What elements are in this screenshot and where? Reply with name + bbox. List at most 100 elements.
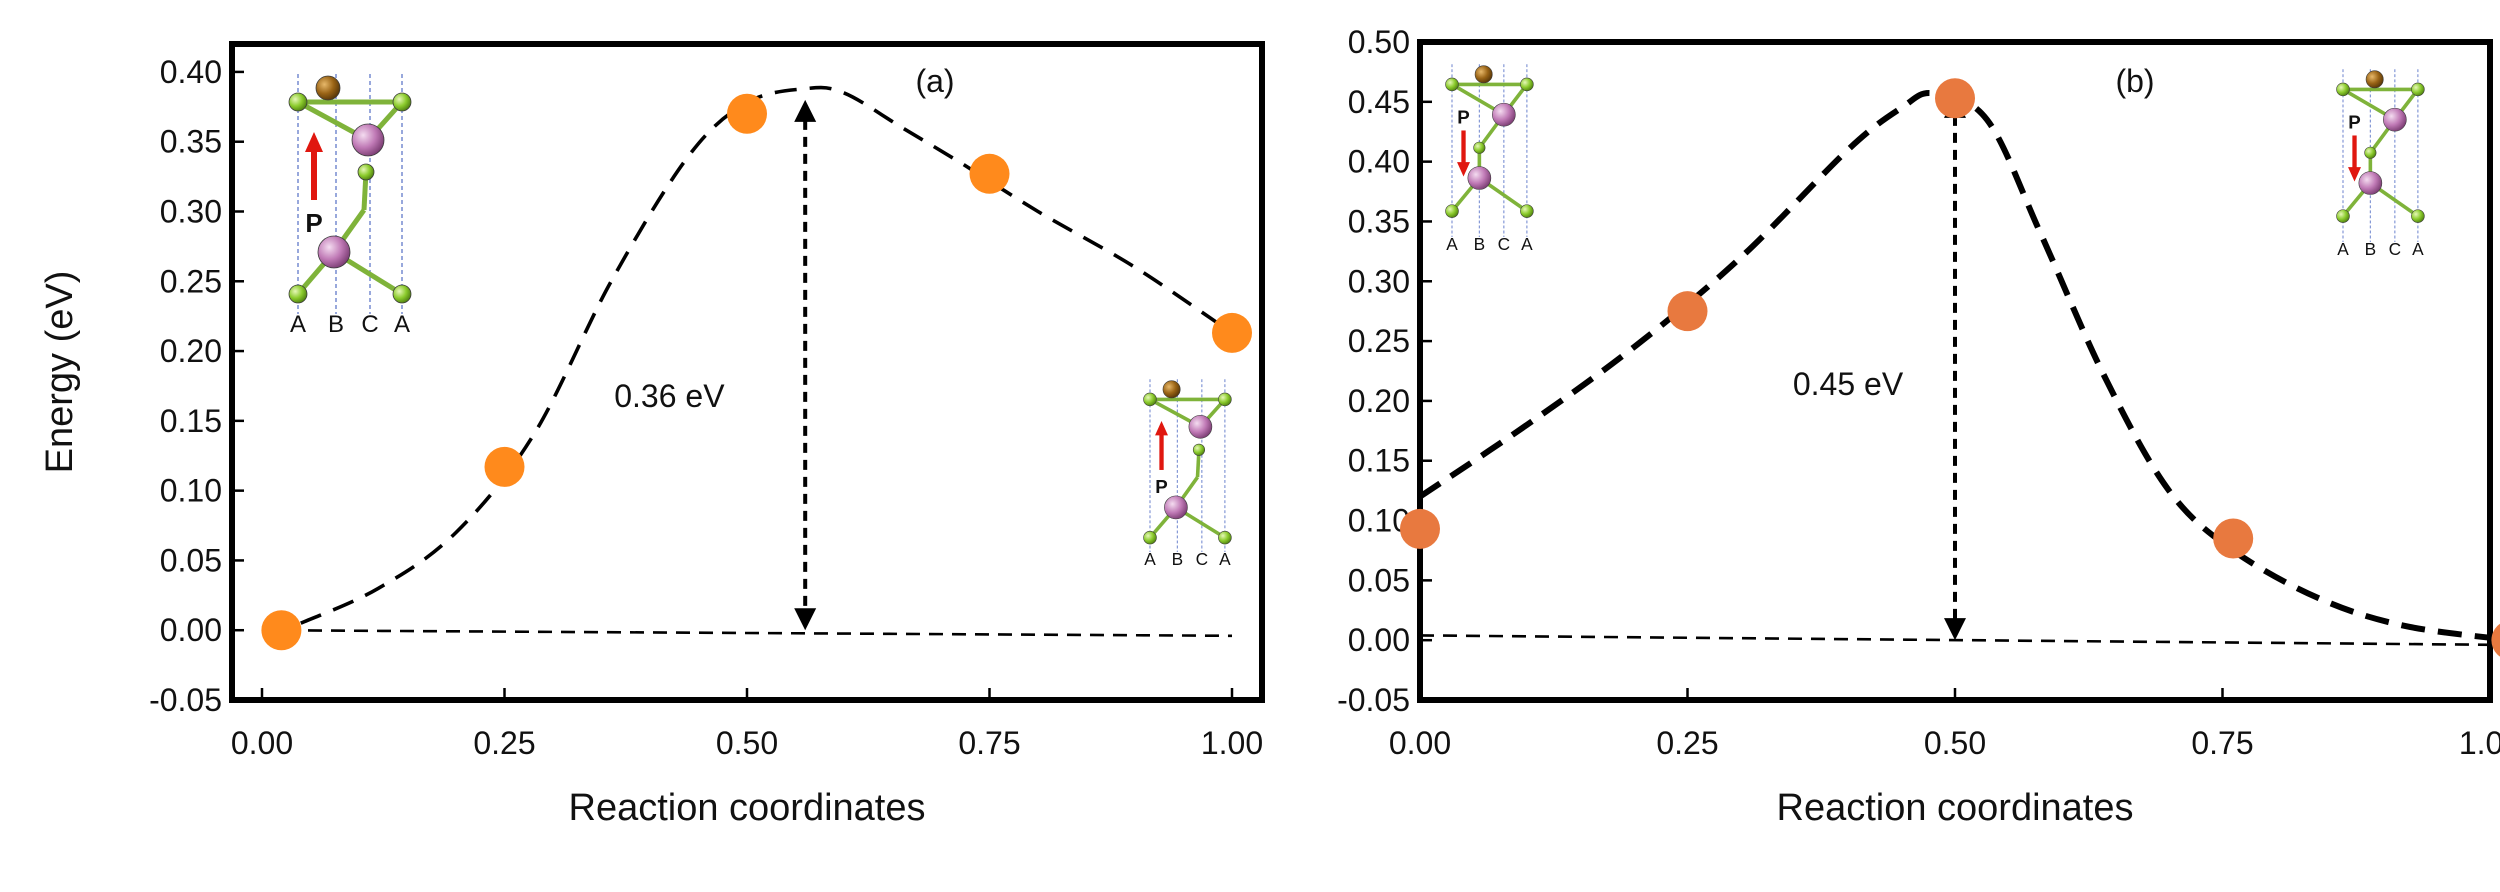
energy-curve <box>1418 90 2500 642</box>
metal-atom <box>2358 171 2383 195</box>
y-tick-label: 0.25 <box>160 263 222 299</box>
y-tick-label: 0.40 <box>160 54 222 90</box>
stacking-label: A <box>2412 239 2424 259</box>
stacking-label: A <box>290 311 306 338</box>
y-tick-label: 0.35 <box>160 124 222 160</box>
polarization-label: P <box>2348 111 2360 132</box>
y-tick-label: 0.35 <box>1348 203 1410 239</box>
y-tick-label: 0.10 <box>160 473 222 509</box>
metal-atom <box>317 235 351 269</box>
chalcogen-atom <box>2411 209 2425 223</box>
y-tick-label: 0.15 <box>160 403 222 439</box>
data-point <box>2491 623 2500 657</box>
stacking-label: B <box>328 311 344 338</box>
structure-inset-initial: PA B C A <box>288 74 412 338</box>
stacking-label: B <box>1172 549 1184 569</box>
data-point <box>1935 78 1975 119</box>
stacking-label: C <box>2389 239 2401 259</box>
y-tick-label: 0.20 <box>1348 383 1410 419</box>
data-point <box>2213 518 2254 559</box>
stacking-label: C <box>1498 234 1510 254</box>
barrier-label: 0.45 eV <box>1793 366 1904 402</box>
chalcogen-atom <box>2364 146 2377 159</box>
y-tick-label: 0.50 <box>1348 24 1410 60</box>
chalcogen-atom <box>1218 392 1232 407</box>
y-tick-label: 0.40 <box>1348 144 1410 180</box>
panel-b: -0.05 0.00 0.05 0.10 0.15 0.20 0.25 0.30 0.35 0.4… <box>1337 24 2500 829</box>
data-point <box>1667 291 1708 332</box>
data-point <box>261 610 302 651</box>
chalcogen-atom <box>1218 530 1232 545</box>
x-tick-label: 1.00 <box>2459 725 2500 761</box>
polarization-arrow-down-icon <box>1457 162 1470 177</box>
panel-label: (b) <box>2115 63 2154 99</box>
data-point <box>969 153 1010 194</box>
panel-a: -0.050.000.050.100.150.200.250.300.350.4… <box>39 41 1265 829</box>
y-tick-label: 0.45 <box>1348 84 1410 120</box>
y-tick-label: 0.30 <box>1348 263 1410 299</box>
dopant-atom <box>1474 65 1493 84</box>
x-tick-label: 0.50 <box>1924 725 1986 761</box>
structure-inset-final: PA B C A <box>1143 379 1232 569</box>
structure-inset-initial: PA B C A <box>1445 64 1534 254</box>
x-tick-label: 0.00 <box>231 725 293 761</box>
polarization-arrow-down-icon <box>2348 167 2361 182</box>
stacking-label: B <box>2365 239 2377 259</box>
data-point <box>484 446 525 487</box>
chalcogen-atom <box>1473 141 1486 154</box>
chalcogen-atom <box>1520 77 1534 92</box>
chalcogen-atom <box>1445 77 1459 92</box>
stacking-label: A <box>1144 549 1156 569</box>
data-point <box>1400 508 1440 549</box>
x-tick-label: 0.25 <box>1656 725 1718 761</box>
y-tick-label: 0.05 <box>1348 562 1410 598</box>
stacking-label: C <box>1196 549 1208 569</box>
polarization-label: P <box>1457 106 1469 127</box>
y-tick-label: -0.05 <box>149 682 222 718</box>
stacking-label: C <box>361 311 378 338</box>
y-tick-label: 0.15 <box>1348 443 1410 479</box>
structure-inset-final: PA B C A <box>2336 69 2425 259</box>
dopant-atom <box>315 75 341 101</box>
x-tick-label: 0.75 <box>2191 725 2253 761</box>
chalcogen-atom <box>288 92 308 112</box>
x-axis-label: Reaction coordinates <box>1777 787 2134 829</box>
x-tick-label: 0.75 <box>958 725 1020 761</box>
metal-atom <box>351 123 385 157</box>
y-tick-label: 0.10 <box>1348 503 1410 539</box>
x-tick-label: 0.00 <box>1389 725 1451 761</box>
chalcogen-atom <box>392 284 412 304</box>
data-point <box>1212 312 1252 353</box>
zero-energy-baseline <box>261 628 1233 638</box>
barrier-arrow-down-icon <box>794 608 817 631</box>
x-axis-label: Reaction coordinates <box>569 787 926 829</box>
x-tick-label: 0.50 <box>716 725 778 761</box>
metal-atom <box>1492 102 1516 127</box>
stacking-label: A <box>1521 234 1533 254</box>
chalcogen-atom <box>2336 209 2350 223</box>
y-tick-label: -0.05 <box>1337 682 1410 718</box>
energy-curve <box>300 85 1234 625</box>
chalcogen-atom <box>1143 530 1157 545</box>
panel-label: (a) <box>915 63 954 99</box>
y-tick-label: 0.25 <box>1348 323 1410 359</box>
barrier-arrow-up-icon <box>794 99 817 122</box>
zero-energy-baseline <box>1419 634 2500 647</box>
y-tick-label: 0.30 <box>160 193 222 229</box>
chalcogen-atom <box>1143 392 1157 407</box>
chalcogen-atom <box>2411 82 2425 97</box>
metal-atom <box>1164 495 1188 520</box>
chalcogen-atom <box>357 163 375 181</box>
plot-frame <box>229 41 1265 703</box>
stacking-label: A <box>2337 239 2349 259</box>
chalcogen-atom <box>288 284 308 304</box>
y-tick-label: 0.00 <box>160 612 222 648</box>
dopant-atom <box>1162 380 1181 399</box>
chalcogen-atom <box>1445 204 1459 218</box>
y-tick-label: 0.00 <box>1348 622 1410 658</box>
polarization-label: P <box>1155 476 1167 497</box>
x-tick-label: 1.00 <box>1201 725 1263 761</box>
chalcogen-atom <box>1192 443 1206 456</box>
chalcogen-atom <box>2336 82 2350 97</box>
